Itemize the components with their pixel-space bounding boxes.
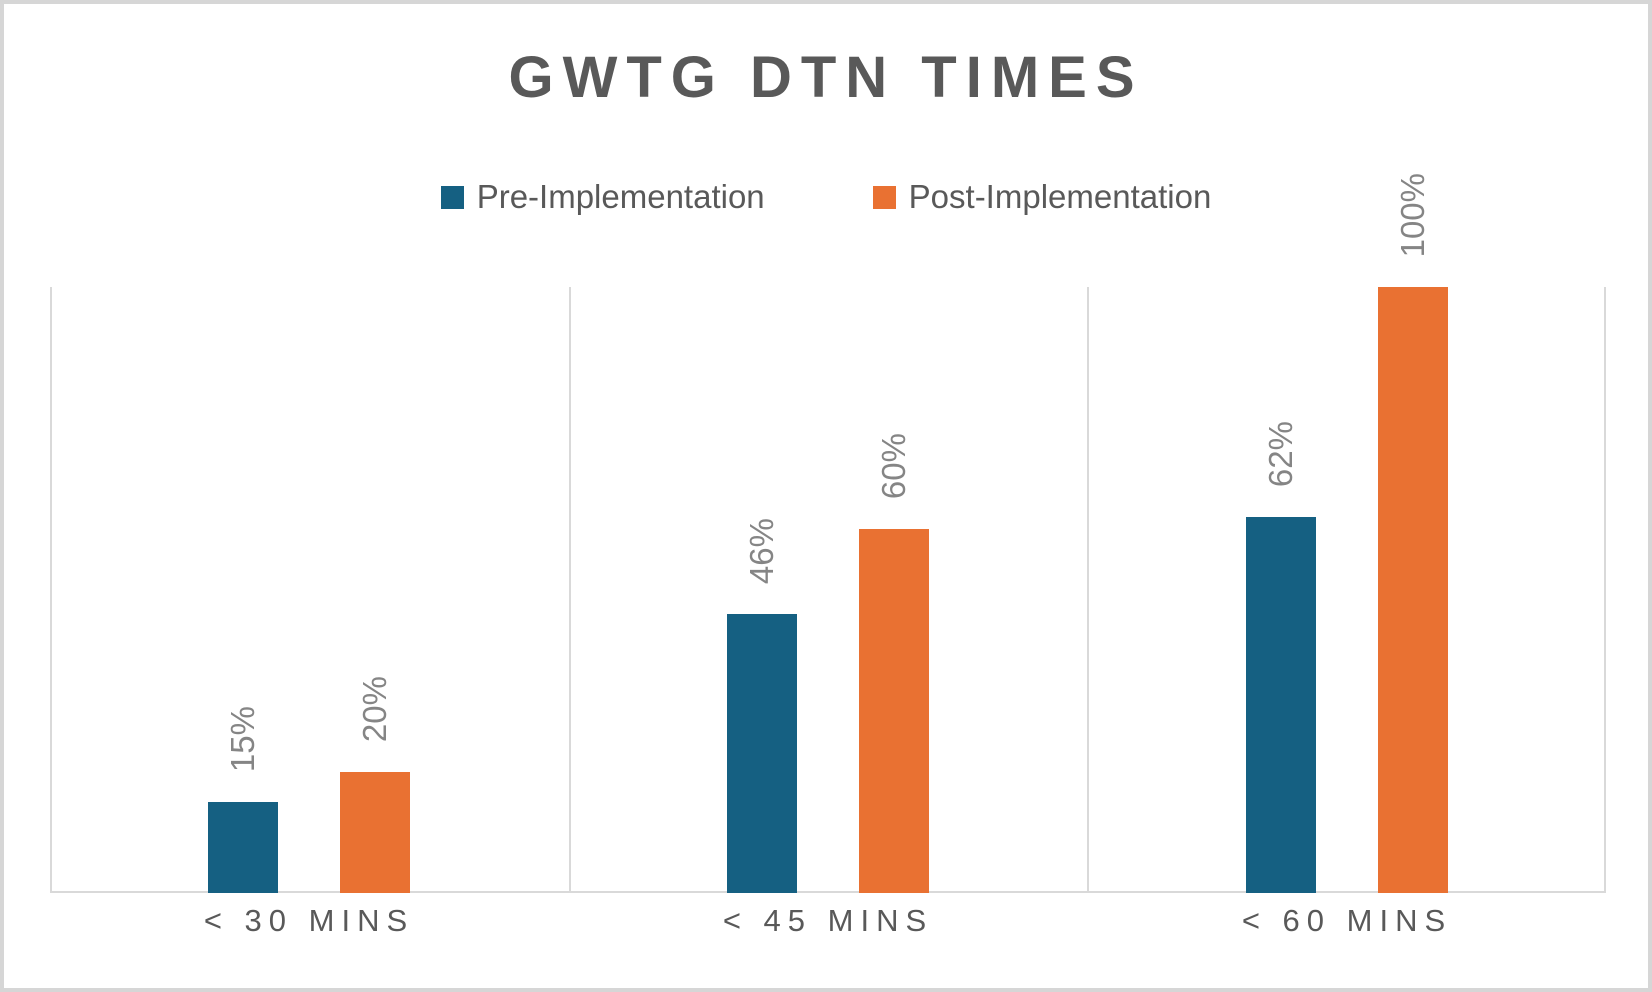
bar-value-label: 60% bbox=[875, 432, 912, 499]
gridline bbox=[1604, 287, 1606, 893]
bar-value-label: 15% bbox=[224, 705, 261, 772]
legend-swatch-pre-icon bbox=[440, 185, 464, 209]
x-axis-labels: < 30 MINS < 45 MINS < 60 MINS bbox=[50, 903, 1606, 953]
gridline bbox=[569, 287, 571, 893]
legend-label-pre-implementation: Pre-Implementation bbox=[476, 178, 765, 215]
legend-swatch-post-icon bbox=[872, 185, 896, 209]
legend: Pre-Implementation Post-Implementation bbox=[0, 178, 1652, 216]
gridline bbox=[1087, 287, 1089, 893]
legend-item-pre-implementation: Pre-Implementation bbox=[440, 178, 765, 216]
bar-value-label: 20% bbox=[356, 675, 393, 742]
legend-item-post-implementation: Post-Implementation bbox=[872, 178, 1212, 216]
bar bbox=[208, 802, 278, 893]
legend-label-post-implementation: Post-Implementation bbox=[908, 178, 1212, 215]
bar-value-label: 46% bbox=[743, 517, 780, 584]
bar bbox=[340, 772, 410, 893]
bar bbox=[859, 529, 929, 893]
bar bbox=[1246, 517, 1316, 893]
chart-title: GWTG DTN TIMES bbox=[508, 45, 1144, 110]
x-axis-label: < 30 MINS bbox=[203, 903, 415, 938]
plot-area: 15% 20% 46% 60% 62% 100% bbox=[50, 173, 1606, 893]
x-axis-label: < 60 MINS bbox=[1241, 903, 1453, 938]
bar bbox=[1378, 287, 1448, 893]
gridline bbox=[50, 287, 52, 893]
bar-value-label: 100% bbox=[1394, 172, 1431, 257]
x-axis-label: < 45 MINS bbox=[722, 903, 934, 938]
x-axis-line bbox=[50, 891, 1606, 893]
bar-value-label: 62% bbox=[1262, 420, 1299, 487]
bar bbox=[727, 614, 797, 893]
